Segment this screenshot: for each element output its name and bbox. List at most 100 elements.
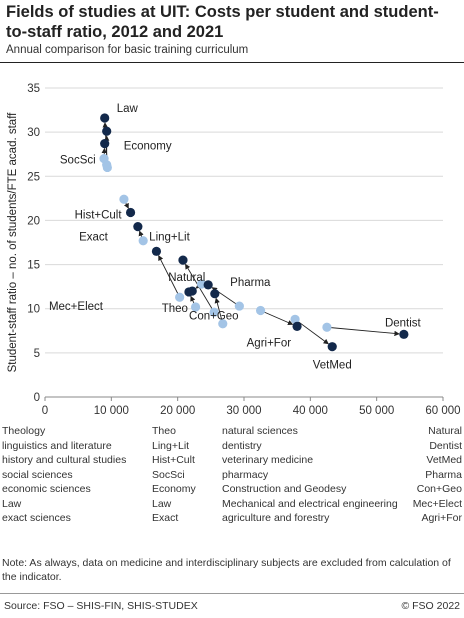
legend-name-text: Law: [2, 497, 22, 510]
source-text: Source: FSO – SHIS-FIN, SHIS-STUDEX: [4, 600, 198, 612]
legend-name-text: history and cultural studies: [2, 454, 127, 466]
data-point-2021: [203, 280, 213, 290]
y-tick-label: 35: [27, 83, 40, 95]
legend-abbr-text: Mec+Elect: [412, 497, 462, 510]
legend-abbr-text: Economy: [152, 483, 196, 495]
data-point-2021: [151, 246, 162, 256]
data-point-2021: [100, 113, 110, 123]
legend-row: social sciences SocSci pharmacy Pharma: [2, 469, 462, 484]
data-point-2021: [102, 126, 112, 136]
y-axis-title: Student-staff ratio – no. of students/FT…: [7, 112, 19, 373]
data-point-2012: [190, 302, 201, 312]
point-label: Natural: [168, 272, 205, 284]
point-label: Economy: [124, 140, 172, 152]
point-label: Exact: [79, 232, 109, 244]
legend-name-text: social sciences: [2, 468, 73, 481]
data-point-2021: [100, 139, 110, 149]
legend-name-text: exact sciences: [2, 512, 71, 524]
x-tick-label: 0: [42, 405, 48, 417]
x-tick-label: 40 000: [293, 405, 328, 417]
legend-abbr-text: Hist+Cult: [152, 454, 195, 466]
chart-subtitle: Annual comparison for basic training cur…: [6, 44, 249, 56]
point-label: Theo: [162, 303, 188, 315]
legend-abbr-text: Law: [152, 497, 172, 510]
data-point-2021: [133, 222, 143, 232]
legend-abbr-text: SocSci: [152, 468, 185, 481]
legend-name-text: pharmacy: [222, 468, 269, 481]
y-tick-label: 15: [27, 260, 40, 272]
copyright-text: © FSO 2022: [401, 600, 460, 612]
point-label: Ling+Lit: [149, 232, 190, 244]
legend-row: history and cultural studies Hist+Cult vet…: [2, 454, 462, 469]
legend-name-text: natural sciences: [222, 425, 298, 437]
point-label: Dentist: [385, 317, 422, 329]
legend-abbr-text: Agri+For: [421, 512, 462, 524]
y-tick-label: 5: [34, 348, 40, 360]
point-label: Law: [117, 103, 139, 115]
chart-note: Note: As always, data on medicine and in…: [2, 557, 451, 583]
y-tick-label: 10: [27, 304, 40, 316]
legend-abbr-text: VetMed: [426, 454, 462, 466]
legend-name-text: Theology: [2, 425, 46, 437]
data-point-2012: [290, 314, 300, 324]
x-tick-label: 10 000: [94, 405, 129, 417]
legend-name-text: agriculture and forestry: [222, 512, 330, 524]
data-point-2012: [218, 319, 228, 329]
change-arrow: [260, 310, 294, 326]
point-label: VetMed: [313, 360, 352, 372]
legend-name-text: Mechanical and electrical engineering: [222, 497, 398, 510]
point-label: SocSci: [60, 155, 96, 167]
data-point-2021: [187, 286, 197, 296]
y-tick-label: 25: [27, 171, 40, 183]
change-arrow: [294, 318, 329, 345]
legend-name-text: economic sciences: [2, 483, 91, 495]
point-label: Hist+Cult: [75, 209, 123, 221]
data-point-2021: [399, 329, 409, 339]
data-point-2021: [292, 321, 302, 331]
data-point-2021: [210, 289, 220, 299]
legend-row: exact sciences Exact agriculture and fores…: [2, 512, 462, 527]
data-point-2012: [99, 154, 109, 164]
x-tick-label: 50 000: [359, 405, 394, 417]
y-tick-label: 30: [27, 127, 40, 139]
legend-name-text: Construction and Geodesy: [222, 483, 347, 495]
data-point-2012: [255, 305, 266, 316]
footer-rule: [0, 593, 464, 594]
legend-row: economic sciences Economy Construction and…: [2, 483, 462, 498]
change-arrow: [158, 254, 181, 298]
data-point-2012: [175, 292, 185, 302]
abbreviation-legend: Theology Theo natural sciences Natural lingu…: [2, 425, 462, 527]
chart-title: Fields of studies at UIT: Costs per stud…: [6, 3, 439, 41]
x-tick-label: 30 000: [226, 405, 261, 417]
data-point-2012: [209, 307, 219, 317]
x-tick-label: 60 000: [425, 405, 460, 417]
y-tick-label: 20: [27, 215, 40, 227]
data-point-2012: [322, 322, 332, 332]
legend-abbr-text: Ling+Lit: [152, 439, 190, 452]
data-point-2012: [234, 301, 244, 311]
point-label: Pharma: [230, 277, 271, 289]
point-label: Con+Geo: [189, 311, 239, 323]
data-point-2021: [178, 255, 188, 265]
data-point-2021: [327, 342, 337, 352]
data-point-2012: [138, 236, 148, 246]
legend-abbr-text: Dentist: [429, 439, 462, 452]
legend-name-text: dentistry: [222, 439, 262, 452]
header-rule: [0, 62, 464, 63]
legend-row: Law Law Mechanical and electrical engineer…: [2, 498, 462, 513]
legend-abbr-text: Pharma: [425, 468, 462, 481]
scatter-chart: 0 5 10 15 20 25 30 35 0 10 000 20 000 30 000 40 000 5…: [7, 83, 461, 417]
data-point-2012: [119, 194, 129, 204]
legend-name-text: veterinary medicine: [222, 454, 314, 466]
legend-row: linguistics and literature Ling+Lit dentis…: [2, 440, 462, 455]
change-arrow: [185, 263, 215, 313]
legend-abbr-text: Con+Geo: [416, 483, 462, 495]
data-point-2021: [125, 207, 136, 218]
legend-abbr-text: Natural: [428, 425, 462, 437]
point-label: Mec+Elect: [49, 301, 104, 313]
x-tick-label: 20 000: [160, 405, 195, 417]
legend-name-text: linguistics and literature: [2, 439, 112, 452]
legend-abbr-text: Exact: [152, 512, 179, 524]
legend-row: Theology Theo natural sciences Natural: [2, 425, 462, 440]
change-arrow: [326, 326, 400, 337]
